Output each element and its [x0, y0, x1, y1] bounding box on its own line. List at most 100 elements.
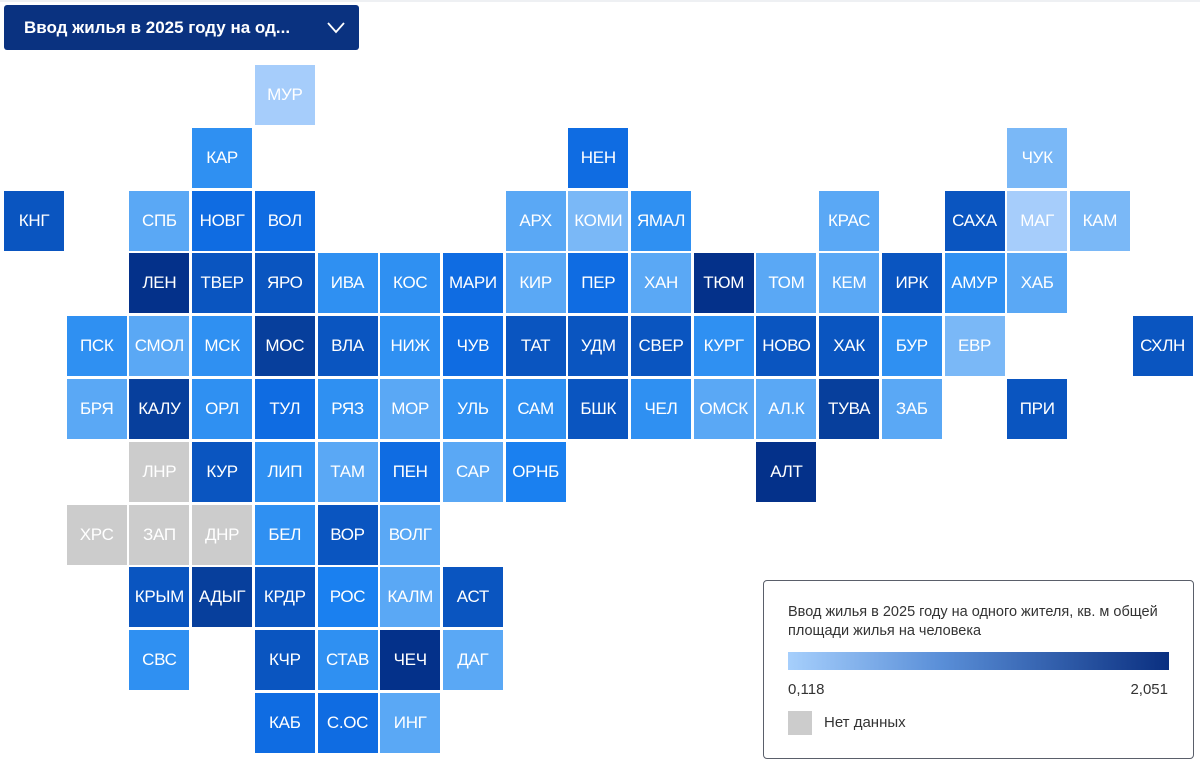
region-tile[interactable]: УДМ: [568, 316, 629, 377]
region-tile[interactable]: МОС: [254, 316, 315, 377]
region-tile[interactable]: МУР: [254, 65, 315, 125]
region-tile[interactable]: ХАБ: [1007, 253, 1068, 314]
no-data-label: Нет данных: [824, 714, 906, 731]
region-tile[interactable]: РЯЗ: [317, 379, 378, 439]
region-tile[interactable]: КЧР: [254, 630, 315, 691]
region-tile[interactable]: САР: [442, 441, 503, 502]
no-data-swatch: [788, 711, 812, 735]
region-tile[interactable]: НЕН: [568, 127, 629, 188]
region-tile[interactable]: С.ОС: [317, 693, 378, 753]
region-tile[interactable]: ОМСК: [693, 379, 754, 439]
region-tile[interactable]: КАМ: [1069, 190, 1130, 251]
region-tile[interactable]: ЧЕЧ: [380, 630, 441, 691]
region-tile[interactable]: КАР: [192, 127, 253, 188]
region-tile[interactable]: КОС: [380, 253, 441, 314]
region-tile[interactable]: ЯРО: [254, 253, 315, 314]
region-tile[interactable]: БРЯ: [66, 379, 127, 439]
region-tile[interactable]: СТАВ: [317, 630, 378, 691]
indicator-dropdown-label: Ввод жилья в 2025 году на од...: [24, 17, 291, 37]
region-tile[interactable]: ХРС: [66, 504, 127, 565]
region-tile[interactable]: ДНР: [192, 504, 253, 565]
region-tile[interactable]: УЛЬ: [442, 379, 503, 439]
region-tile[interactable]: ВЛА: [317, 316, 378, 377]
region-tile[interactable]: ЧЕЛ: [631, 379, 691, 439]
region-tile[interactable]: КАЛУ: [129, 379, 190, 439]
region-tile[interactable]: АЛТ: [756, 441, 817, 502]
region-tile[interactable]: ТОМ: [756, 253, 817, 314]
region-tile[interactable]: ЕВР: [944, 316, 1005, 377]
legend-max-label: 2,051: [1130, 681, 1168, 698]
region-tile[interactable]: БШК: [568, 379, 629, 439]
region-tile[interactable]: БУР: [881, 316, 942, 377]
region-tile[interactable]: КНГ: [4, 190, 64, 251]
region-tile[interactable]: КИР: [505, 253, 566, 314]
region-tile[interactable]: ПРИ: [1007, 379, 1068, 439]
region-tile[interactable]: КАБ: [254, 693, 315, 753]
region-tile[interactable]: АДЫГ: [192, 567, 253, 628]
region-tile[interactable]: ОРЛ: [192, 379, 253, 439]
region-tile[interactable]: ВОЛГ: [380, 504, 441, 565]
region-tile[interactable]: ПЕН: [380, 441, 441, 502]
region-tile[interactable]: СХЛН: [1132, 316, 1193, 377]
region-tile[interactable]: ХАН: [631, 253, 691, 314]
indicator-dropdown[interactable]: Ввод жилья в 2025 году на од...: [4, 5, 359, 50]
region-tile[interactable]: ТВЕР: [192, 253, 253, 314]
region-tile[interactable]: ЧУВ: [442, 316, 503, 377]
region-tile[interactable]: СВС: [129, 630, 190, 691]
region-tile[interactable]: КОМИ: [568, 190, 629, 251]
region-tile[interactable]: ИВА: [317, 253, 378, 314]
region-tile[interactable]: КАЛМ: [380, 567, 441, 628]
region-tile[interactable]: НОВГ: [192, 190, 253, 251]
region-tile[interactable]: КУРГ: [693, 316, 754, 377]
region-tile[interactable]: НОВО: [756, 316, 817, 377]
region-tile[interactable]: МОР: [380, 379, 441, 439]
region-tile[interactable]: СВЕР: [631, 316, 691, 377]
region-tile[interactable]: КРЫМ: [129, 567, 190, 628]
region-tile[interactable]: КУР: [192, 441, 253, 502]
region-tile[interactable]: ИНГ: [380, 693, 441, 753]
region-tile[interactable]: ТАТ: [505, 316, 566, 377]
region-tile[interactable]: КРДР: [254, 567, 315, 628]
legend-min-label: 0,118: [788, 681, 825, 698]
region-tile[interactable]: КЕМ: [819, 253, 880, 314]
region-tile[interactable]: АРХ: [505, 190, 566, 251]
region-tile[interactable]: АСТ: [442, 567, 503, 628]
region-tile[interactable]: ИРК: [881, 253, 942, 314]
region-tile[interactable]: ТУВА: [819, 379, 880, 439]
region-tile[interactable]: ОРНБ: [505, 441, 566, 502]
legend-title: Ввод жилья в 2025 году на одного жителя,…: [788, 604, 1158, 639]
region-tile[interactable]: ДАГ: [442, 630, 503, 691]
region-tile[interactable]: ЗАП: [129, 504, 190, 565]
region-tile[interactable]: ЧУК: [1007, 127, 1068, 188]
region-tile[interactable]: НИЖ: [380, 316, 441, 377]
region-tile[interactable]: КРАС: [819, 190, 880, 251]
region-tile[interactable]: САМ: [505, 379, 566, 439]
legend-gradient-bar: [788, 652, 1169, 670]
region-tile[interactable]: ПСК: [66, 316, 127, 377]
region-tile[interactable]: СМОЛ: [129, 316, 190, 377]
top-divider: [0, 0, 1200, 2]
region-tile[interactable]: МАГ: [1007, 190, 1068, 251]
region-tile[interactable]: ТАМ: [317, 441, 378, 502]
region-tile[interactable]: МАРИ: [442, 253, 503, 314]
region-tile[interactable]: АЛ.К: [756, 379, 817, 439]
region-tile[interactable]: ЛИП: [254, 441, 315, 502]
region-tile[interactable]: БЕЛ: [254, 504, 315, 565]
region-tile[interactable]: МСК: [192, 316, 253, 377]
region-tile[interactable]: ВОЛ: [254, 190, 315, 251]
region-tile[interactable]: ЗАБ: [881, 379, 942, 439]
region-tile[interactable]: РОС: [317, 567, 378, 628]
legend: Ввод жилья в 2025 году на одного жителя,…: [763, 580, 1194, 759]
region-tile[interactable]: ТУЛ: [254, 379, 315, 439]
region-tile[interactable]: ХАК: [819, 316, 880, 377]
region-tile[interactable]: ВОР: [317, 504, 378, 565]
region-tile[interactable]: ЛЕН: [129, 253, 190, 314]
region-tile[interactable]: ЯМАЛ: [631, 190, 691, 251]
region-tile[interactable]: СПБ: [129, 190, 190, 251]
region-tile[interactable]: САХА: [944, 190, 1005, 251]
region-tile[interactable]: ЛНР: [129, 441, 190, 502]
region-tile[interactable]: ТЮМ: [693, 253, 754, 314]
region-tile[interactable]: ПЕР: [568, 253, 629, 314]
region-tile[interactable]: АМУР: [944, 253, 1005, 314]
